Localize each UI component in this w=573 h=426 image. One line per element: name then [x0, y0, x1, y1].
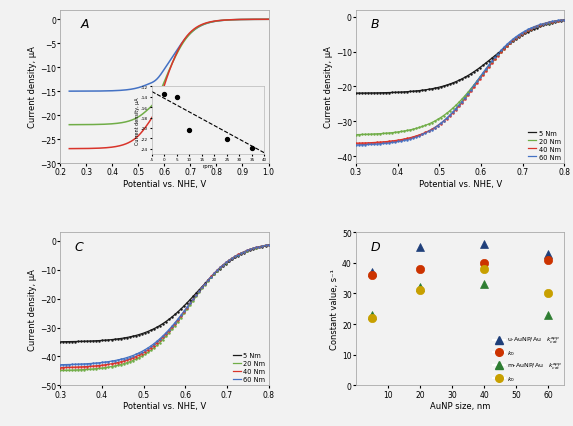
20 Nm — [556, 19, 563, 24]
20 Nm — [452, 104, 458, 109]
Line: 60 Nm: 60 Nm — [60, 245, 269, 365]
5 Nm — [561, 19, 568, 24]
Line: 60 Nm: 60 Nm — [356, 20, 564, 146]
5 Nm — [170, 314, 176, 319]
40 Nm — [452, 109, 458, 114]
40 Nm — [352, 141, 359, 147]
Text: B: B — [371, 18, 379, 31]
5 Nm — [465, 73, 472, 78]
Text: D: D — [371, 240, 380, 253]
40 Nm — [156, 339, 163, 344]
40 Nm — [465, 92, 472, 98]
5 Nm — [352, 91, 359, 96]
20 Nm — [523, 29, 530, 35]
20 Nm — [561, 18, 568, 23]
5 Nm — [157, 323, 164, 328]
Line: 5 Nm: 5 Nm — [60, 246, 269, 342]
5 Nm — [452, 80, 458, 85]
Text: A: A — [81, 18, 89, 31]
40 Nm — [157, 337, 164, 343]
Y-axis label: Constant value, s⁻¹: Constant value, s⁻¹ — [331, 269, 339, 349]
40 Nm — [260, 244, 267, 249]
40 Nm — [523, 29, 530, 35]
X-axis label: Potential vs. NHE, V: Potential vs. NHE, V — [123, 180, 206, 189]
Y-axis label: Current density, μA: Current density, μA — [324, 46, 333, 128]
Legend: u-AuNP/Au   $k_{cat}^{app}$, $k_0$, m-AuNP/Au   $k_{cat}^{app}$, $k_0$: u-AuNP/Au $k_{cat}^{app}$, $k_0$, m-AuNP… — [492, 334, 563, 384]
60 Nm — [170, 323, 176, 328]
20 Nm — [227, 257, 234, 262]
Line: 40 Nm: 40 Nm — [356, 21, 564, 144]
X-axis label: Potential vs. NHE, V: Potential vs. NHE, V — [123, 401, 206, 410]
60 Nm — [156, 337, 163, 342]
40 Nm — [265, 243, 272, 248]
5 Nm — [477, 66, 484, 71]
60 Nm — [556, 19, 563, 24]
40 Nm — [561, 18, 568, 23]
5 Nm — [180, 303, 187, 308]
40 Nm — [556, 19, 563, 24]
60 Nm — [227, 257, 234, 262]
20 Nm — [352, 133, 359, 138]
Y-axis label: Current density, μA: Current density, μA — [28, 268, 37, 350]
60 Nm — [523, 29, 530, 34]
X-axis label: AuNP size, nm: AuNP size, nm — [430, 401, 490, 410]
60 Nm — [57, 363, 64, 368]
20 Nm — [260, 244, 267, 249]
Line: 20 Nm: 20 Nm — [60, 245, 269, 371]
60 Nm — [260, 244, 267, 249]
20 Nm — [157, 340, 164, 345]
60 Nm — [465, 91, 472, 96]
40 Nm — [57, 365, 64, 370]
5 Nm — [453, 80, 460, 85]
20 Nm — [156, 341, 163, 346]
Line: 20 Nm: 20 Nm — [356, 21, 564, 135]
Line: 5 Nm: 5 Nm — [356, 21, 564, 94]
20 Nm — [265, 243, 272, 248]
5 Nm — [556, 20, 563, 25]
60 Nm — [265, 243, 272, 248]
5 Nm — [156, 324, 163, 329]
20 Nm — [57, 368, 64, 373]
Text: C: C — [74, 240, 84, 253]
60 Nm — [157, 336, 164, 341]
Legend: 5 Nm, 20 Nm, 40 Nm, 60 Nm: 5 Nm, 20 Nm, 40 Nm, 60 Nm — [527, 129, 563, 161]
20 Nm — [453, 103, 460, 108]
60 Nm — [477, 75, 484, 80]
40 Nm — [170, 324, 176, 329]
60 Nm — [561, 18, 568, 23]
5 Nm — [265, 243, 272, 248]
60 Nm — [180, 309, 187, 314]
60 Nm — [453, 106, 460, 112]
20 Nm — [170, 326, 176, 331]
40 Nm — [453, 107, 460, 112]
40 Nm — [477, 77, 484, 82]
5 Nm — [523, 31, 530, 36]
20 Nm — [465, 89, 472, 95]
40 Nm — [180, 309, 187, 314]
Line: 40 Nm: 40 Nm — [60, 245, 269, 368]
5 Nm — [260, 244, 267, 249]
20 Nm — [477, 75, 484, 81]
40 Nm — [227, 257, 234, 262]
5 Nm — [227, 258, 234, 263]
Legend: 5 Nm, 20 Nm, 40 Nm, 60 Nm: 5 Nm, 20 Nm, 40 Nm, 60 Nm — [231, 351, 266, 383]
60 Nm — [452, 108, 458, 113]
60 Nm — [352, 143, 359, 148]
20 Nm — [180, 311, 187, 316]
5 Nm — [57, 340, 64, 345]
Y-axis label: Current density, μA: Current density, μA — [28, 46, 37, 128]
X-axis label: Potential vs. NHE, V: Potential vs. NHE, V — [419, 180, 502, 189]
